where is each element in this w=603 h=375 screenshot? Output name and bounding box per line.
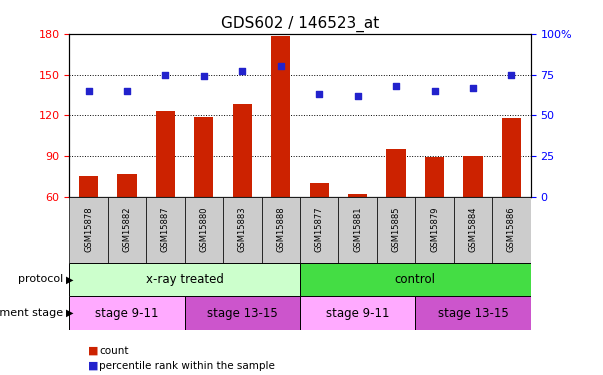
- Text: GSM15879: GSM15879: [430, 207, 439, 252]
- Text: ■: ■: [88, 346, 99, 355]
- Bar: [146, 197, 185, 262]
- Bar: [415, 296, 531, 330]
- Bar: [118, 174, 137, 197]
- Text: GSM15877: GSM15877: [315, 207, 324, 252]
- Bar: [463, 156, 482, 197]
- Text: GSM15888: GSM15888: [276, 207, 285, 252]
- Bar: [348, 194, 367, 197]
- Text: GSM15881: GSM15881: [353, 207, 362, 252]
- Point: [199, 73, 209, 79]
- Point: [238, 68, 247, 74]
- Text: x-ray treated: x-ray treated: [146, 273, 224, 286]
- Point: [353, 93, 362, 99]
- Text: stage 13-15: stage 13-15: [438, 307, 508, 320]
- Bar: [223, 197, 262, 262]
- Text: stage 13-15: stage 13-15: [207, 307, 278, 320]
- Bar: [309, 183, 329, 197]
- Bar: [387, 149, 406, 197]
- Text: GSM15887: GSM15887: [161, 207, 170, 252]
- Bar: [425, 158, 444, 197]
- Point: [391, 83, 401, 89]
- Point: [160, 72, 170, 78]
- Text: ■: ■: [88, 361, 99, 370]
- Text: GSM15884: GSM15884: [469, 207, 478, 252]
- Text: GSM15883: GSM15883: [238, 207, 247, 252]
- Bar: [377, 197, 415, 262]
- Bar: [300, 262, 531, 296]
- Bar: [300, 197, 338, 262]
- Bar: [108, 197, 146, 262]
- Bar: [194, 117, 213, 197]
- Point: [468, 85, 478, 91]
- Bar: [338, 197, 377, 262]
- Text: GSM15885: GSM15885: [391, 207, 400, 252]
- Point: [84, 88, 93, 94]
- Text: percentile rank within the sample: percentile rank within the sample: [99, 361, 276, 370]
- Point: [314, 91, 324, 97]
- Point: [276, 63, 286, 69]
- Bar: [454, 197, 492, 262]
- Text: protocol: protocol: [18, 274, 63, 284]
- Text: GSM15880: GSM15880: [200, 207, 209, 252]
- Text: control: control: [395, 273, 436, 286]
- Bar: [185, 197, 223, 262]
- Bar: [271, 36, 291, 197]
- Bar: [156, 111, 175, 197]
- Text: count: count: [99, 346, 129, 355]
- Bar: [262, 197, 300, 262]
- Bar: [233, 104, 252, 197]
- Bar: [69, 296, 185, 330]
- Point: [430, 88, 440, 94]
- Title: GDS602 / 146523_at: GDS602 / 146523_at: [221, 16, 379, 32]
- Bar: [502, 118, 521, 197]
- Bar: [185, 296, 300, 330]
- Text: ▶: ▶: [66, 274, 74, 284]
- Text: GSM15882: GSM15882: [122, 207, 131, 252]
- Bar: [79, 177, 98, 197]
- Bar: [69, 262, 300, 296]
- Bar: [492, 197, 531, 262]
- Text: ▶: ▶: [66, 308, 74, 318]
- Text: stage 9-11: stage 9-11: [326, 307, 390, 320]
- Bar: [300, 296, 415, 330]
- Text: stage 9-11: stage 9-11: [95, 307, 159, 320]
- Point: [507, 72, 516, 78]
- Text: GSM15886: GSM15886: [507, 207, 516, 252]
- Point: [122, 88, 132, 94]
- Bar: [415, 197, 453, 262]
- Text: development stage: development stage: [0, 308, 63, 318]
- Text: GSM15878: GSM15878: [84, 207, 93, 252]
- Bar: [69, 197, 108, 262]
